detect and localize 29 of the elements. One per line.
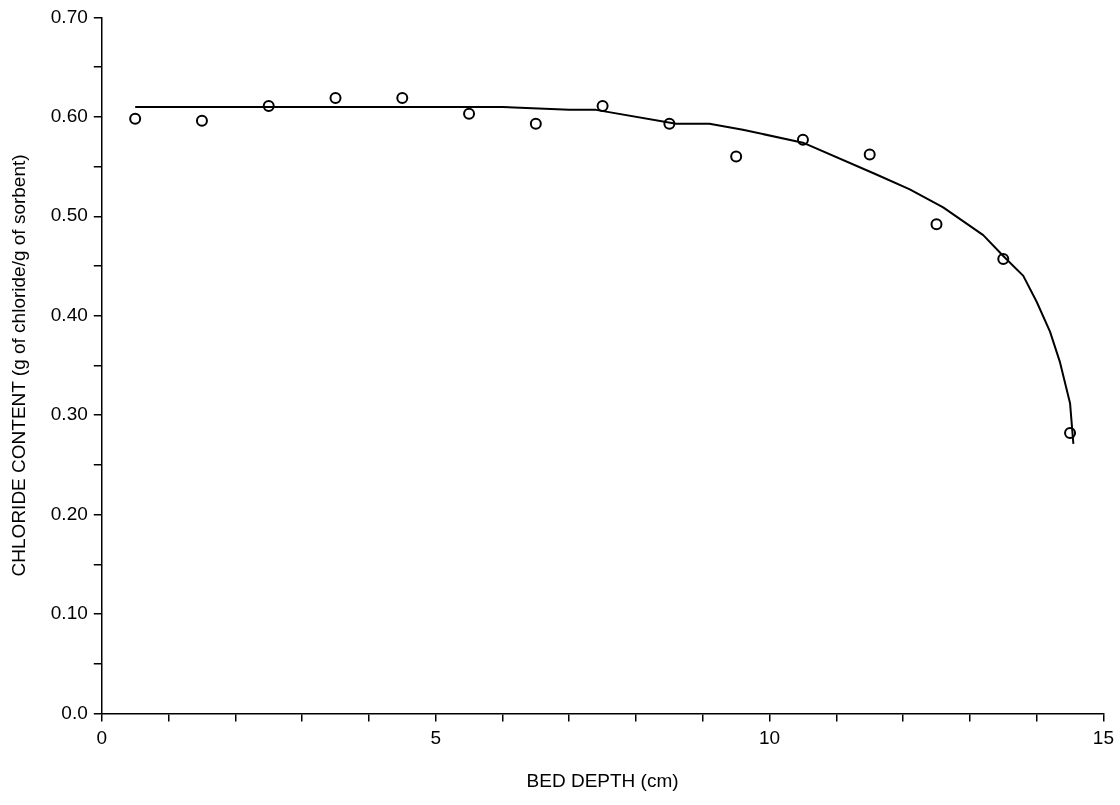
point — [329, 91, 342, 104]
x-tick-label: 0 — [96, 727, 108, 749]
x-axis-title: BED DEPTH (cm) — [526, 769, 679, 791]
point — [1064, 427, 1077, 440]
point — [730, 150, 743, 163]
point — [930, 218, 943, 231]
point — [396, 91, 409, 104]
x-tick-label: 15 — [1092, 727, 1114, 749]
point — [997, 253, 1010, 266]
x-tick-label: 10 — [758, 727, 781, 749]
y-tick-label: 0.60 — [50, 105, 88, 127]
point — [596, 99, 609, 112]
y-tick-label: 0.10 — [50, 602, 88, 624]
point — [262, 99, 275, 112]
y-axis-title: CHLORIDE CONTENT (g of chloride/g of sorbent) — [7, 154, 29, 577]
y-tick-label: 0.0 — [61, 701, 88, 723]
point — [663, 117, 676, 130]
point — [129, 112, 142, 125]
y-tick-label: 0.20 — [50, 502, 88, 524]
point — [463, 107, 476, 120]
y-tick-label: 0.70 — [50, 5, 88, 27]
point — [195, 114, 208, 127]
y-tick-label: 0.40 — [50, 303, 88, 325]
point — [529, 117, 542, 130]
y-tick-label: 0.50 — [50, 204, 88, 226]
point — [863, 148, 876, 161]
y-tick-label: 0.30 — [50, 403, 88, 425]
point — [796, 133, 809, 146]
x-tick-label: 5 — [430, 727, 441, 749]
